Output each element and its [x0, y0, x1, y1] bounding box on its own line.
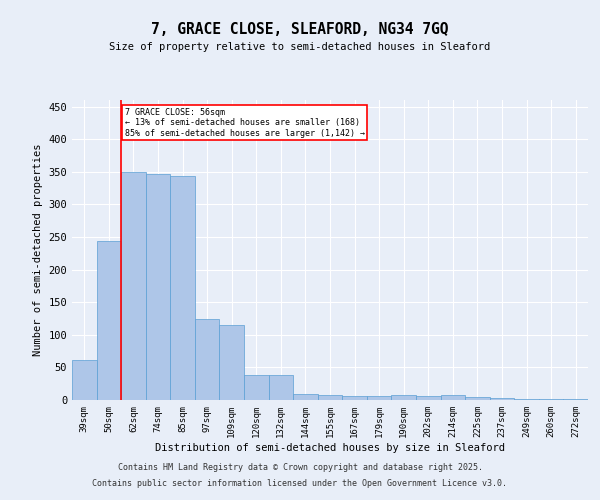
Bar [490, 398, 514, 400]
Text: Size of property relative to semi-detached houses in Sleaford: Size of property relative to semi-detach… [109, 42, 491, 52]
Bar [367, 396, 391, 400]
Bar [146, 174, 170, 400]
Bar [539, 398, 563, 400]
Bar [269, 374, 293, 400]
Bar [342, 396, 367, 400]
Bar [440, 395, 465, 400]
Bar [465, 396, 490, 400]
Bar [121, 172, 146, 400]
Bar [72, 360, 97, 400]
Bar [293, 394, 318, 400]
Text: Contains HM Land Registry data © Crown copyright and database right 2025.: Contains HM Land Registry data © Crown c… [118, 464, 482, 472]
Bar [170, 176, 195, 400]
Text: 7 GRACE CLOSE: 56sqm
← 13% of semi-detached houses are smaller (168)
85% of semi: 7 GRACE CLOSE: 56sqm ← 13% of semi-detac… [125, 108, 365, 138]
Bar [195, 319, 220, 400]
Y-axis label: Number of semi-detached properties: Number of semi-detached properties [33, 144, 43, 356]
Bar [416, 396, 440, 400]
Bar [563, 398, 588, 400]
Bar [220, 325, 244, 400]
Text: Contains public sector information licensed under the Open Government Licence v3: Contains public sector information licen… [92, 478, 508, 488]
Bar [391, 396, 416, 400]
Text: 7, GRACE CLOSE, SLEAFORD, NG34 7GQ: 7, GRACE CLOSE, SLEAFORD, NG34 7GQ [151, 22, 449, 38]
Bar [97, 241, 121, 400]
X-axis label: Distribution of semi-detached houses by size in Sleaford: Distribution of semi-detached houses by … [155, 442, 505, 452]
Bar [244, 374, 269, 400]
Bar [514, 398, 539, 400]
Bar [318, 395, 342, 400]
